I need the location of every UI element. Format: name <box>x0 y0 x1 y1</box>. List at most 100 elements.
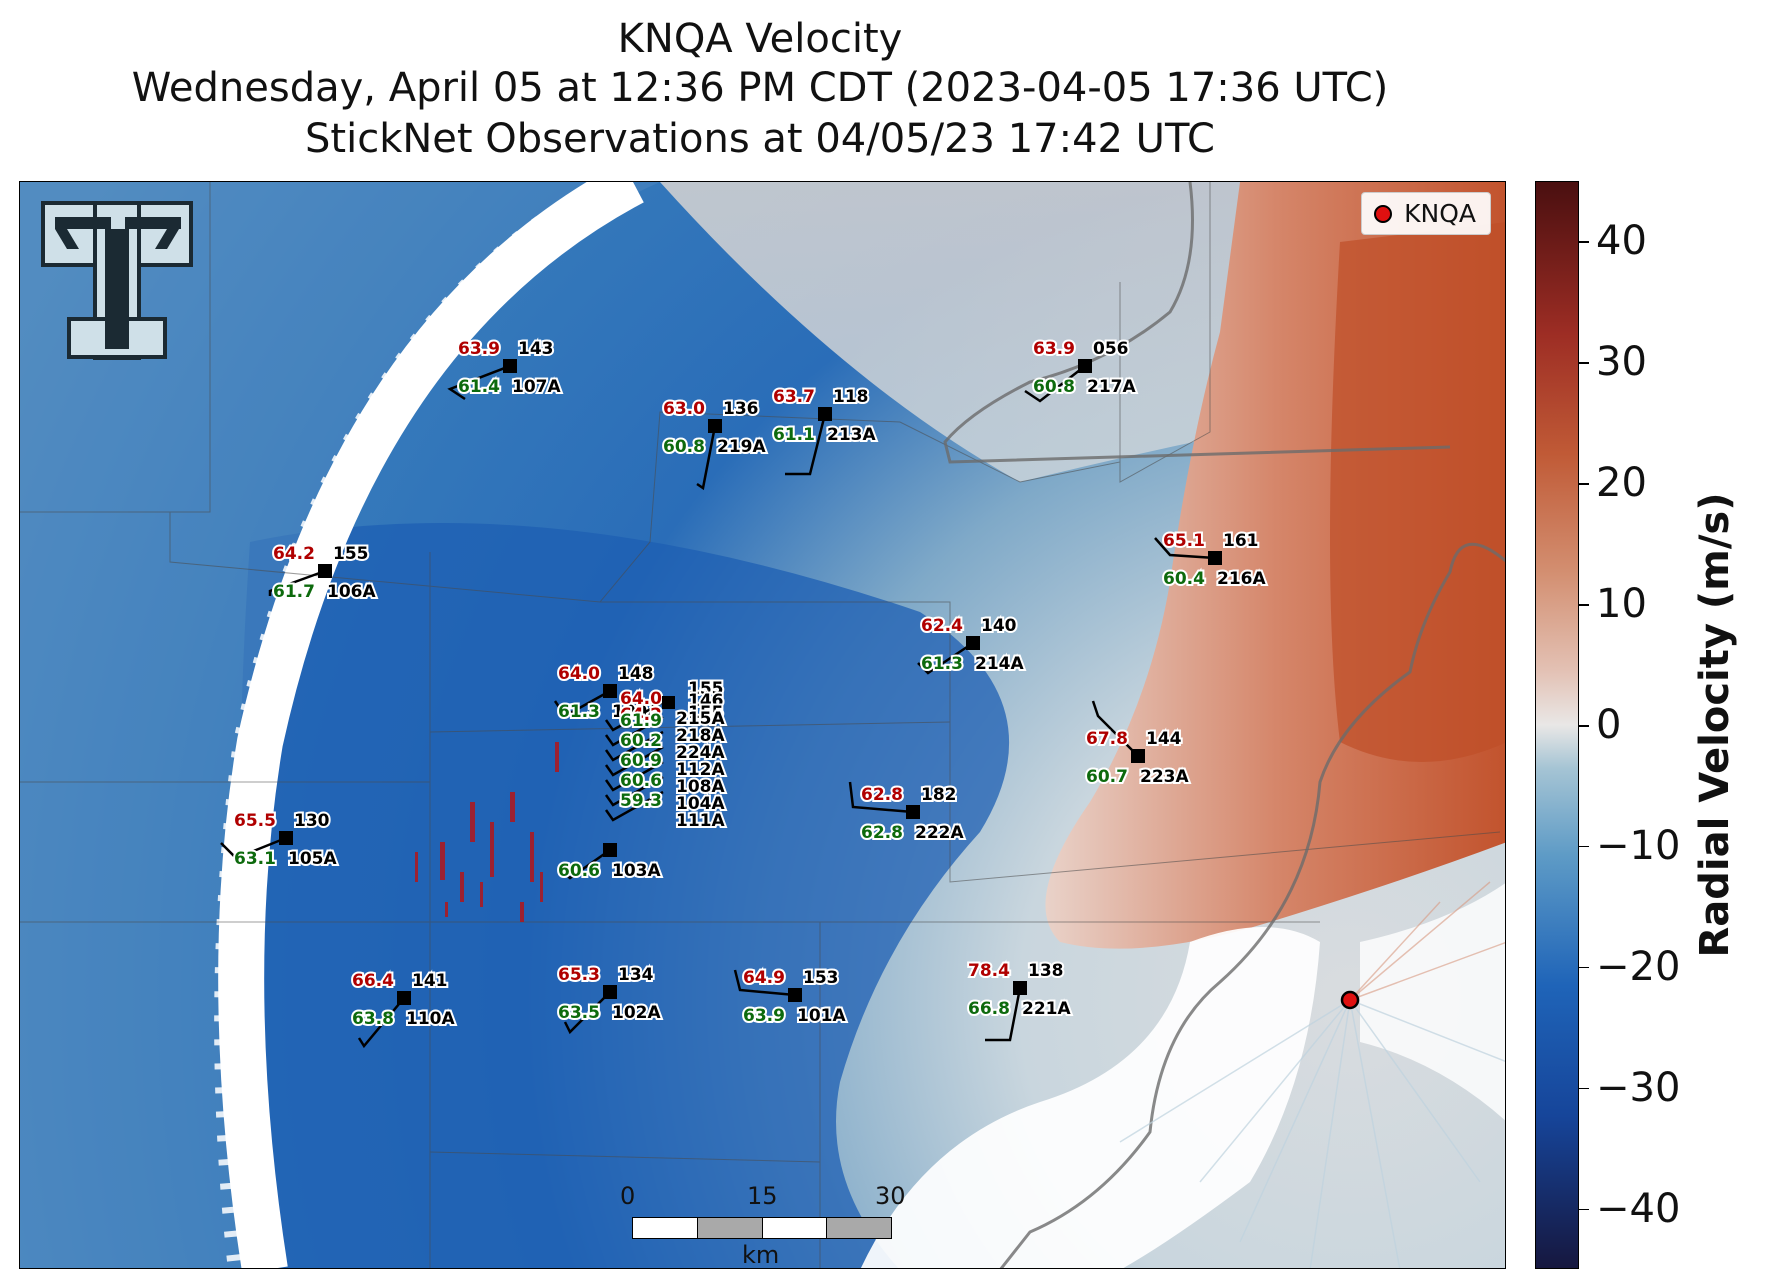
radar-spokes <box>1119 999 1505 1268</box>
station-dewpoint-107A: 61.4 <box>458 377 500 397</box>
station-dewpoint-223A: 60.7 <box>1086 767 1128 787</box>
colorbar-tick-label: 0 <box>1596 702 1622 748</box>
station-direction-221A: 138 <box>1028 961 1064 981</box>
colorbar-tick <box>1579 362 1589 364</box>
station-marker-cluster[interactable] <box>662 696 675 709</box>
knqa-radar-marker[interactable] <box>1340 990 1360 1010</box>
wind-barb-101A <box>733 969 796 997</box>
cluster-station-id: 108A <box>676 777 725 797</box>
station-marker-221A[interactable] <box>1013 981 1027 995</box>
colorbar-tick-label: −30 <box>1596 1064 1681 1111</box>
texas-tech-double-t-logo <box>41 201 193 360</box>
colorbar-tick-label: 30 <box>1596 339 1647 386</box>
station-marker-101A[interactable] <box>788 988 802 1002</box>
station-marker-106A[interactable] <box>318 564 332 578</box>
station-temp-109A: 64.0 <box>558 664 600 684</box>
wind-barb-cluster <box>604 730 664 762</box>
colorbar-tick <box>1579 241 1589 243</box>
wind-barb-cluster <box>604 775 664 807</box>
station-id-213A: 213A <box>827 425 876 445</box>
cluster-station-id: 104A <box>676 794 725 814</box>
cluster-station-id: 215A <box>676 709 725 729</box>
velocity-positive-core <box>1330 222 1505 762</box>
station-id-216A: 216A <box>1217 569 1266 589</box>
station-marker-107A[interactable] <box>503 359 517 373</box>
station-id-217A: 217A <box>1087 377 1136 397</box>
station-direction-102A: 134 <box>618 965 654 985</box>
cluster-temp: 64.2 <box>620 705 662 725</box>
station-direction-101A: 153 <box>803 968 839 988</box>
station-marker-110A[interactable] <box>397 991 411 1005</box>
station-temp-223A: 67.8 <box>1086 729 1128 749</box>
wind-barb-213A <box>785 413 827 476</box>
station-marker-102A[interactable] <box>603 985 617 999</box>
wind-barb-cluster <box>604 745 664 777</box>
radar-map-svg <box>20 182 1505 1268</box>
radar-map[interactable]: 63.9 143 61.4 107A 63.0 136 60.8 219A 63.7 118 61.… <box>19 181 1506 1269</box>
station-marker-219A[interactable] <box>708 419 722 433</box>
station-temp-110A: 66.4 <box>352 971 394 991</box>
station-dewpoint-216A: 60.4 <box>1163 569 1205 589</box>
station-marker-222A[interactable] <box>906 805 920 819</box>
station-marker-214A[interactable] <box>966 636 980 650</box>
cluster-station-id: 111A <box>676 811 725 831</box>
station-marker-216A[interactable] <box>1208 551 1222 565</box>
station-dewpoint-103A: 60.6 <box>558 861 600 881</box>
station-dewpoint-221A: 66.8 <box>968 999 1010 1019</box>
colorbar-tick <box>1579 1208 1589 1211</box>
no-data-near-radar <box>860 927 1320 1268</box>
station-direction-223A: 144 <box>1146 729 1182 749</box>
station-marker-217A[interactable] <box>1078 359 1092 373</box>
station-temp-105A: 65.5 <box>234 811 276 831</box>
station-id-107A: 107A <box>512 377 561 397</box>
wind-barb-102A <box>563 991 611 1035</box>
station-id-101A: 101A <box>797 1006 846 1026</box>
wind-barb-105A <box>220 836 287 860</box>
station-id-110A: 110A <box>406 1009 455 1029</box>
station-marker-105A[interactable] <box>279 831 293 845</box>
no-data-corner <box>1360 883 1505 1121</box>
cluster-dewpoint: 59.3 <box>620 791 662 811</box>
station-dewpoint-101A: 63.9 <box>743 1006 785 1026</box>
map-legend: KNQA <box>1361 192 1491 235</box>
colorbar <box>1535 181 1579 1269</box>
range-gap-ring <box>218 182 644 1268</box>
title-line-2: Wednesday, April 05 at 12:36 PM CDT (202… <box>131 65 1389 111</box>
scale-bar <box>632 1217 892 1239</box>
station-temp-221A: 78.4 <box>968 961 1010 981</box>
station-marker-103A[interactable] <box>603 843 617 857</box>
wind-barb-219A <box>696 425 717 491</box>
station-id-223A: 223A <box>1140 767 1189 787</box>
knqa-marker-icon <box>1374 204 1393 223</box>
station-direction-107A: 143 <box>518 339 554 359</box>
station-temp-214A: 62.4 <box>921 616 963 636</box>
scale-label-30: 30 <box>875 1182 906 1210</box>
wind-barb-cluster <box>604 715 664 747</box>
cluster-dewpoint: 60.6 <box>620 771 662 791</box>
radar-spokes-positive <box>1349 881 1505 1001</box>
station-direction-109A: 148 <box>618 664 654 684</box>
colorbar-tick <box>1579 604 1589 606</box>
colorbar-tick-label: −10 <box>1596 822 1681 869</box>
station-overlay: 63.9 143 61.4 107A 63.0 136 60.8 219A 63.7 118 61.… <box>220 337 1360 1049</box>
wind-barb-216A <box>1154 537 1216 560</box>
colorbar-tick-label: 20 <box>1596 460 1647 507</box>
cluster-station-id: 224A <box>676 743 725 763</box>
station-marker-213A[interactable] <box>818 407 832 421</box>
title-line-3: StickNet Observations at 04/05/23 17:42 … <box>305 116 1215 162</box>
cluster-direction: 155 <box>688 679 724 699</box>
station-direction-217A: 056 <box>1093 339 1129 359</box>
colorbar-title: Radial Velocity (m/s) <box>1692 492 1738 958</box>
station-direction-110A: 141 <box>412 971 448 991</box>
station-direction-106A: 155 <box>333 544 369 564</box>
wind-barb-103A <box>557 848 611 880</box>
station-dewpoint-102A: 63.5 <box>558 1003 600 1023</box>
station-marker-109A[interactable] <box>603 684 617 698</box>
station-temp-213A: 63.7 <box>773 387 815 407</box>
wind-barb-cluster <box>604 760 664 792</box>
station-marker-223A[interactable] <box>1131 749 1145 763</box>
wind-barb-110A <box>357 997 405 1049</box>
cluster-station-id: 112A <box>676 760 725 780</box>
velocity-core <box>240 523 1010 1268</box>
station-id-106A: 106A <box>327 582 376 602</box>
